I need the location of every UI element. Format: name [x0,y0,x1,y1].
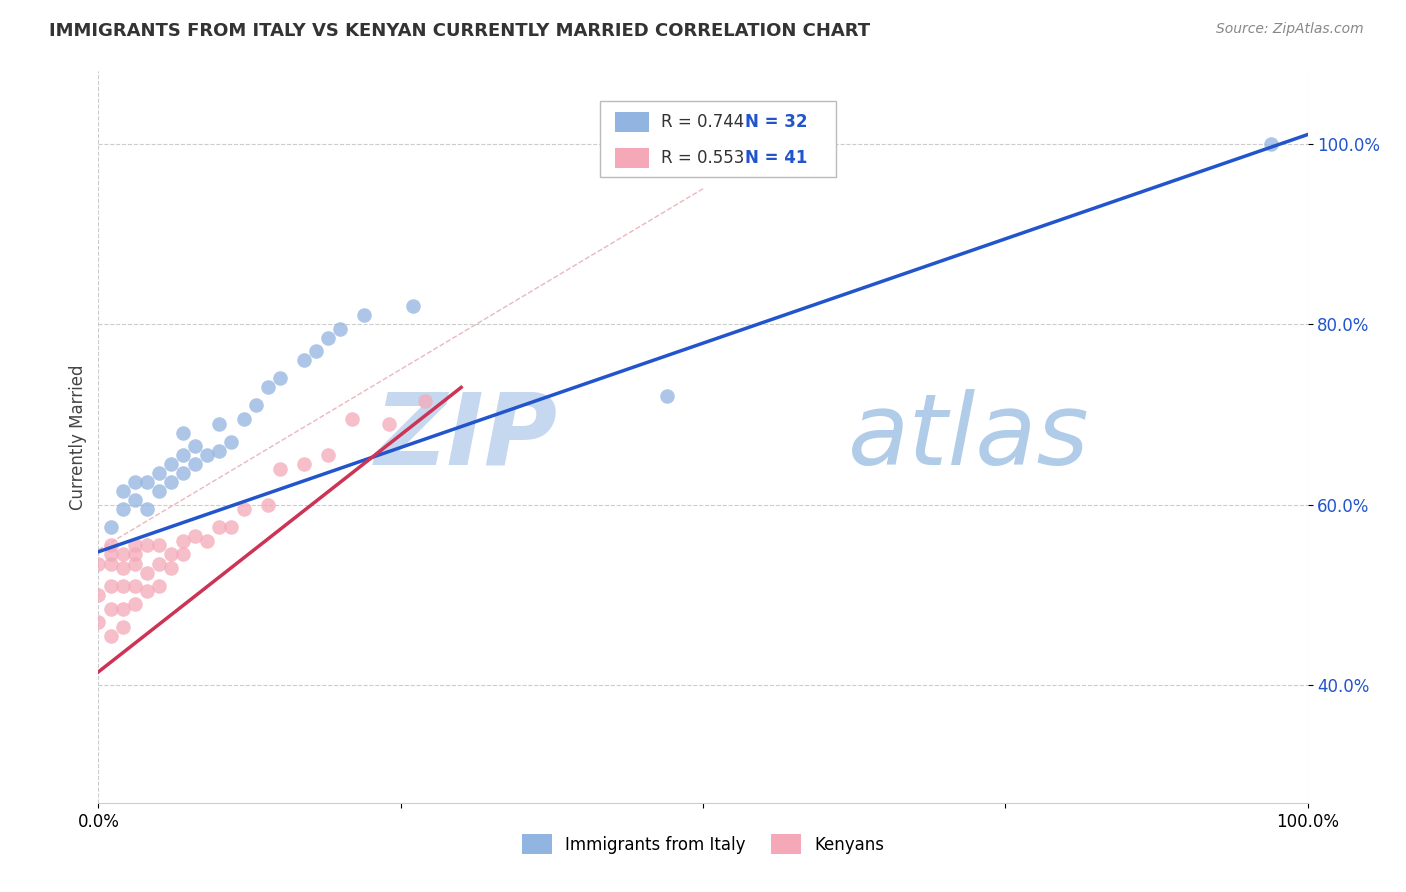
Point [100,557,122,571]
Point [135,538,157,552]
Point [111,502,134,516]
Text: IMMIGRANTS FROM ITALY VS KENYAN CURRENTLY MARRIED CORRELATION CHART: IMMIGRANTS FROM ITALY VS KENYAN CURRENTL… [49,22,870,40]
Point [148,557,170,571]
Point [269,371,291,385]
Point [195,448,218,462]
Point [148,484,170,499]
Point [292,457,315,471]
Point [135,502,157,516]
Point [124,493,146,508]
Y-axis label: Currently Married: Currently Married [69,364,87,510]
Point [172,466,194,480]
Point [208,443,231,458]
Point [124,557,146,571]
FancyBboxPatch shape [600,101,837,178]
Point [87,615,110,630]
Text: N = 41: N = 41 [745,149,807,167]
Point [655,389,678,403]
Point [87,557,110,571]
Text: R = 0.553: R = 0.553 [661,149,744,167]
Legend: Immigrants from Italy, Kenyans: Immigrants from Italy, Kenyans [515,828,891,860]
Point [172,548,194,562]
Point [111,561,134,575]
Point [100,629,122,643]
Point [316,331,339,345]
Point [124,548,146,562]
Point [269,461,291,475]
Point [148,538,170,552]
Text: N = 32: N = 32 [745,113,808,131]
Point [100,538,122,552]
Point [292,353,315,368]
Text: Source: ZipAtlas.com: Source: ZipAtlas.com [1216,22,1364,37]
Point [305,344,328,359]
Point [195,533,218,548]
Point [124,475,146,490]
Point [316,448,339,462]
Point [111,601,134,615]
Point [135,583,157,598]
Point [100,520,122,534]
Point [208,520,231,534]
Text: ZIP: ZIP [375,389,558,485]
Point [232,412,254,426]
Point [256,498,278,512]
FancyBboxPatch shape [614,112,648,132]
Point [111,620,134,634]
Point [232,502,254,516]
Point [184,457,207,471]
Point [208,417,231,431]
FancyBboxPatch shape [614,148,648,169]
Point [329,322,352,336]
Point [87,588,110,602]
Point [124,597,146,611]
Point [135,566,157,580]
Text: R = 0.744: R = 0.744 [661,113,744,131]
Point [148,579,170,593]
Text: atlas: atlas [848,389,1090,485]
Point [124,579,146,593]
Point [256,380,278,394]
Point [184,439,207,453]
Point [160,475,183,490]
Point [221,434,243,449]
Point [172,448,194,462]
Point [184,529,207,543]
Point [221,520,243,534]
Point [111,579,134,593]
Point [1260,136,1282,151]
Point [342,412,364,426]
Point [245,399,267,413]
Point [160,457,183,471]
Point [100,579,122,593]
Point [413,394,436,409]
Point [135,475,157,490]
Point [111,548,134,562]
Point [111,484,134,499]
Point [100,548,122,562]
Point [172,425,194,440]
Point [148,466,170,480]
Point [100,601,122,615]
Point [402,299,425,313]
Point [377,417,399,431]
Point [353,308,375,322]
Point [160,548,183,562]
Point [160,561,183,575]
Point [124,538,146,552]
Point [172,533,194,548]
